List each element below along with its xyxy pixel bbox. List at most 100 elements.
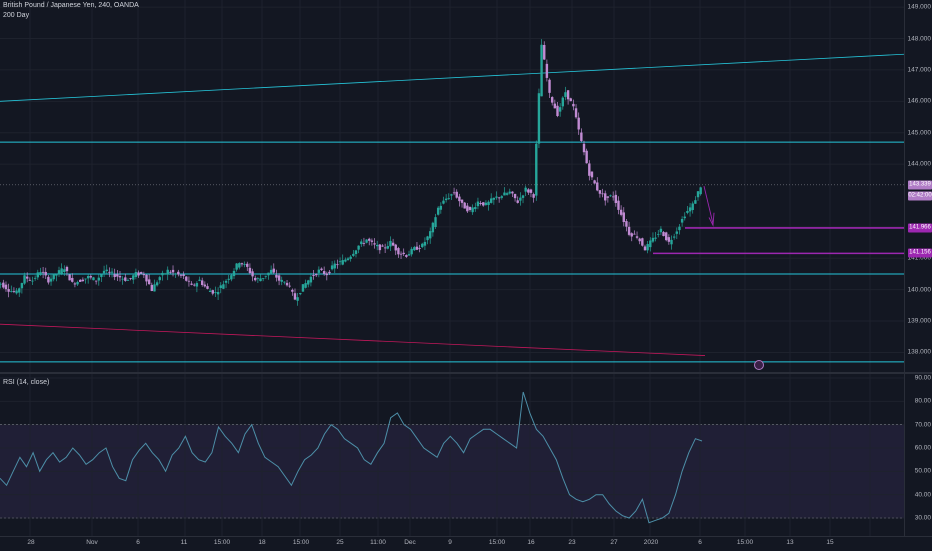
candle: [124, 277, 127, 281]
event-marker-icon[interactable]: [754, 360, 764, 370]
candle: [529, 189, 533, 193]
candle: [57, 270, 61, 275]
candle: [590, 171, 594, 178]
candle: [68, 274, 71, 281]
candle: [588, 163, 591, 176]
candle: [596, 182, 599, 191]
time-tick-label: 2020: [643, 539, 659, 546]
time-tick-label: 25: [336, 539, 344, 546]
price-axis[interactable]: 149.000 148.000 147.000 146.000 145.000 144.0…: [904, 0, 932, 372]
candle: [527, 189, 530, 193]
candle: [429, 231, 432, 239]
candle: [341, 260, 344, 265]
candle: [421, 243, 424, 248]
candle: [179, 274, 183, 276]
candle: [177, 271, 180, 275]
time-axis[interactable]: 28 Nov 6 11 15:00 18 15:00 25 11:00 Dec 9 15:00 16 23…: [0, 536, 932, 551]
ma200-legend[interactable]: 200 Day: [3, 12, 30, 19]
candle: [657, 233, 660, 235]
candle: [352, 253, 355, 256]
candle: [373, 243, 376, 245]
candle: [346, 258, 350, 260]
candle: [474, 207, 477, 210]
candle: [18, 288, 21, 293]
candle: [105, 269, 108, 272]
candle: [635, 236, 639, 238]
candle: [39, 272, 42, 276]
price-chart[interactable]: [0, 0, 904, 372]
candle: [320, 268, 323, 271]
candle: [214, 291, 217, 293]
candle: [132, 275, 135, 280]
candle: [230, 275, 233, 280]
candle: [121, 278, 124, 280]
candle: [686, 210, 689, 213]
pane-divider[interactable]: [0, 372, 932, 374]
candle: [394, 244, 397, 251]
candle: [171, 269, 175, 273]
candle: [667, 237, 671, 242]
candle: [36, 272, 39, 278]
candle: [293, 293, 297, 300]
candle: [513, 193, 517, 199]
candle: [487, 201, 490, 206]
candle: [312, 274, 315, 276]
candle: [521, 195, 525, 198]
price-tick-label: 145.000: [907, 129, 932, 137]
candle: [423, 241, 427, 246]
candle: [490, 198, 493, 203]
rsi-pane[interactable]: RSI (14, close): [0, 374, 904, 536]
rsi-tick-label: 40.00: [914, 491, 931, 499]
candle: [646, 244, 649, 251]
candle: [365, 239, 368, 243]
candle: [497, 197, 501, 199]
candle: [219, 285, 222, 289]
candle: [301, 284, 305, 292]
rsi-axis[interactable]: 90.00 80.00 70.00 60.00 50.00 40.00 30.00: [904, 374, 932, 536]
time-tick-label: 11: [180, 539, 188, 546]
candle: [272, 268, 275, 273]
candle: [224, 280, 228, 283]
candle: [410, 248, 413, 255]
candle: [659, 228, 663, 233]
candle: [222, 284, 225, 289]
candle: [10, 290, 13, 292]
candle: [108, 271, 111, 273]
candle: [190, 283, 193, 285]
candle: [0, 283, 2, 285]
candle: [598, 190, 602, 194]
level-upper-tag: 141.966: [908, 223, 932, 233]
candle: [505, 193, 509, 195]
candle: [519, 197, 522, 201]
candle: [434, 217, 437, 228]
price-chart-pane[interactable]: British Pound / Japanese Yen, 240, OANDA…: [0, 0, 904, 372]
candle: [251, 271, 254, 277]
candle: [545, 63, 549, 78]
candle: [532, 194, 535, 198]
candle: [328, 271, 331, 274]
candle: [550, 97, 554, 103]
projection-arrow: [703, 185, 714, 224]
candle: [691, 203, 694, 211]
candle: [208, 290, 212, 293]
candle: [482, 202, 485, 206]
candle: [468, 206, 472, 210]
candle: [200, 280, 204, 285]
rsi-legend[interactable]: RSI (14, close): [3, 379, 50, 386]
candle: [516, 200, 519, 203]
rsi-line: [0, 391, 703, 524]
candle: [572, 103, 575, 107]
candle: [614, 194, 618, 204]
candle: [338, 261, 342, 263]
rsi-chart[interactable]: [0, 374, 904, 536]
symbol-legend[interactable]: British Pound / Japanese Yen, 240, OANDA: [3, 2, 139, 9]
time-tick-label: 13: [786, 539, 794, 546]
candle: [452, 192, 456, 194]
candle: [694, 200, 697, 204]
time-tick-label: 28: [27, 539, 35, 546]
rsi-tick-label: 80.00: [914, 397, 931, 405]
candle: [675, 231, 679, 234]
candle: [238, 263, 241, 268]
candle: [442, 200, 445, 204]
candle: [291, 289, 294, 292]
